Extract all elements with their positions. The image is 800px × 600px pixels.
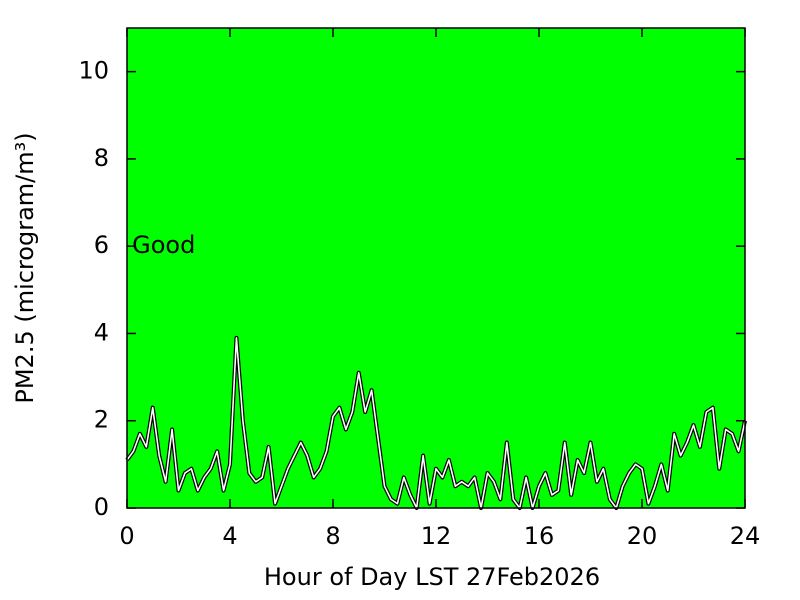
- x-tick-label: 20: [627, 522, 658, 550]
- x-axis-label: Hour of Day LST 27Feb2026: [264, 563, 600, 591]
- y-tick-label: 10: [78, 57, 109, 85]
- y-tick-label: 8: [94, 144, 109, 172]
- x-tick-label: 24: [730, 522, 761, 550]
- x-tick-label: 4: [222, 522, 237, 550]
- y-axis-label: PM2.5 (microgram/m³): [11, 132, 39, 403]
- y-tick-label: 2: [94, 406, 109, 434]
- plot-layer: [125, 335, 747, 510]
- y-tick-label: 0: [94, 493, 109, 521]
- x-tick-label: 12: [421, 522, 452, 550]
- plot-background: [127, 28, 745, 508]
- x-tick-label: 0: [119, 522, 134, 550]
- y-tick-label: 4: [94, 318, 109, 346]
- x-tick-label: 8: [325, 522, 340, 550]
- line: [126, 337, 746, 509]
- x-tick-label: 16: [524, 522, 555, 550]
- annotation: Good: [132, 231, 195, 259]
- y-tick-label: 6: [94, 231, 109, 259]
